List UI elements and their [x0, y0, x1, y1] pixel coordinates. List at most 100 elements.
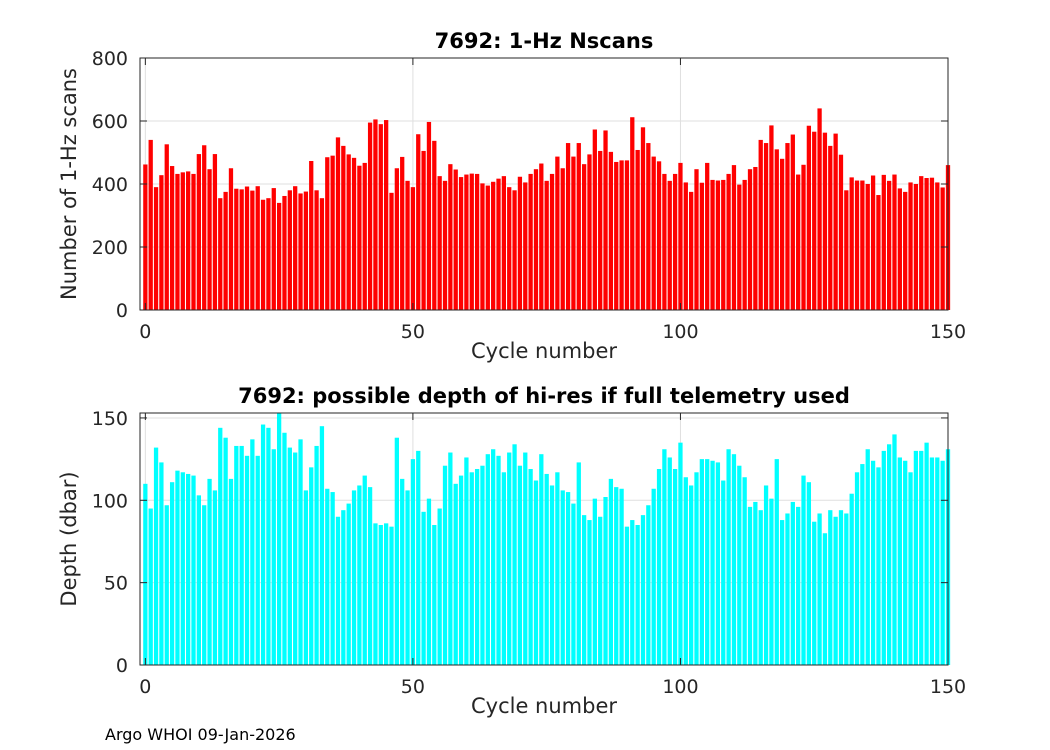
depth-bar — [667, 457, 672, 665]
nscans-bar — [244, 186, 250, 310]
depth-bar — [512, 444, 517, 665]
depth-bar — [544, 473, 549, 665]
nscans-bar — [715, 180, 721, 310]
nscans-bar — [282, 195, 287, 310]
nscans-bar — [919, 176, 924, 311]
depth-bar — [903, 460, 908, 665]
nscans-bar — [619, 160, 624, 311]
nscans-bar — [223, 191, 228, 311]
nscans-bar — [822, 132, 828, 310]
depth-bar — [860, 464, 865, 665]
nscans-bar — [464, 174, 469, 310]
nscans-bar — [485, 185, 490, 310]
nscans-bar — [202, 145, 207, 310]
nscans-ytick-label: 600 — [92, 111, 128, 133]
nscans-bar — [763, 143, 769, 310]
nscans-bar — [169, 166, 175, 310]
depth-bar — [726, 449, 731, 665]
nscans-bar — [747, 169, 753, 310]
depth-bar — [672, 469, 678, 665]
depth-bar — [753, 501, 758, 665]
nscans-bar — [929, 177, 935, 310]
depth-bar — [260, 424, 266, 665]
nscans-bar — [394, 168, 399, 310]
nscans-bar — [159, 175, 164, 310]
nscans-bar — [801, 164, 806, 310]
depth-bar — [785, 513, 790, 665]
nscans-bar — [699, 182, 704, 310]
depth-bar — [796, 506, 801, 665]
depth-bar — [405, 490, 410, 665]
nscans-bar — [346, 154, 351, 310]
nscans-bar — [330, 155, 335, 310]
nscans-bar — [512, 190, 517, 310]
depth-bar — [539, 454, 544, 665]
nscans-xtick-label: 150 — [930, 321, 966, 343]
depth-bar — [202, 505, 207, 665]
nscans-bar — [276, 202, 282, 310]
nscans-bar — [271, 188, 276, 310]
nscans-bar — [164, 144, 169, 310]
nscans-bar — [828, 145, 833, 310]
depth-ytick-label: 150 — [92, 408, 128, 430]
depth-bar — [689, 485, 694, 665]
depth-xtick-label: 50 — [401, 676, 425, 698]
nscans-bar — [913, 184, 919, 310]
depth-bar — [314, 445, 319, 665]
nscans-bar — [555, 156, 560, 310]
nscans-bar — [774, 149, 779, 310]
nscans-bar — [480, 183, 485, 310]
depth-bar — [763, 485, 769, 665]
nscans-bar — [491, 181, 496, 310]
nscans-bar — [806, 125, 812, 310]
nscans-x-axis-label: Cycle number — [471, 339, 617, 363]
depth-bar — [935, 457, 940, 665]
depth-bar — [560, 490, 565, 665]
depth-bar — [619, 488, 624, 665]
nscans-ytick-label: 400 — [92, 174, 128, 196]
nscans-bar — [694, 169, 699, 310]
nscans-bar — [608, 151, 614, 310]
depth-bar — [148, 508, 153, 665]
nscans-bar — [319, 198, 325, 310]
nscans-bar — [218, 198, 223, 310]
nscans-bar — [678, 162, 683, 310]
depth-bar — [341, 510, 346, 665]
nscans-bar — [581, 164, 587, 310]
depth-bar — [496, 455, 501, 665]
depth-bar — [330, 492, 335, 665]
nscans-bar — [576, 143, 581, 310]
depth-bar — [731, 454, 737, 665]
nscans-bar — [646, 143, 651, 310]
depth-bar — [507, 452, 512, 665]
depth-x-axis-label: Cycle number — [471, 694, 617, 718]
depth-bar — [357, 485, 362, 665]
depth-bar — [351, 490, 357, 665]
nscans-bar — [838, 154, 844, 310]
depth-bar — [790, 501, 795, 665]
nscans-ytick-label: 800 — [92, 48, 128, 70]
depth-bar — [250, 439, 255, 665]
depth-bar — [432, 525, 437, 665]
depth-bar — [143, 483, 148, 665]
nscans-bar — [528, 173, 533, 310]
depth-bar — [833, 516, 838, 665]
nscans-xtick-label: 0 — [139, 321, 151, 343]
nscans-bar — [630, 117, 635, 310]
depth-bar — [453, 483, 458, 665]
depth-bar — [822, 533, 828, 665]
nscans-bar — [448, 164, 453, 310]
depth-bar — [271, 449, 276, 665]
nscans-bar — [341, 145, 346, 310]
depth-bar — [801, 475, 806, 665]
depth-bar — [908, 472, 913, 665]
nscans-bar — [351, 157, 357, 310]
depth-bar — [266, 427, 271, 665]
depth-bar — [651, 488, 656, 665]
nscans-bar — [357, 165, 362, 310]
nscans-bar — [421, 150, 426, 310]
nscans-bar — [469, 173, 474, 310]
depth-bar — [234, 445, 239, 665]
nscans-bar — [710, 179, 715, 310]
